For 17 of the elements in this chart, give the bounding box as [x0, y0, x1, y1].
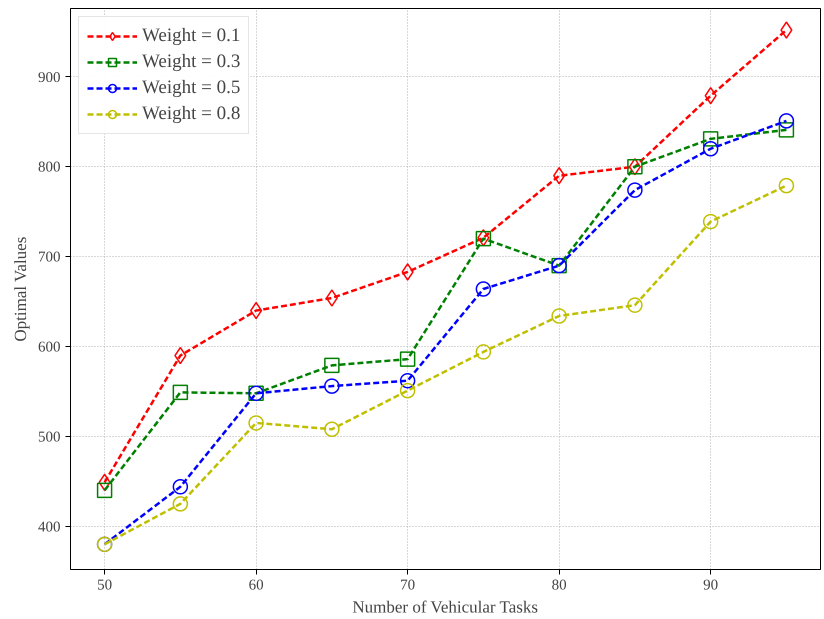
- x-tick-label: 70: [400, 578, 416, 594]
- x-tick-label: 50: [97, 578, 112, 594]
- y-tick-label: 400: [38, 519, 60, 536]
- legend-label: Weight = 0.1: [142, 25, 240, 47]
- x-tick-label: 60: [248, 578, 264, 594]
- y-axis-title: Optimal Values: [11, 236, 30, 342]
- x-axis-title: Number of Vehicular Tasks: [352, 598, 538, 616]
- legend-label: Weight = 0.8: [142, 103, 240, 125]
- y-tick-label: 600: [38, 340, 60, 356]
- y-tick-label: 500: [38, 429, 60, 446]
- y-tick-label: 900: [38, 70, 60, 86]
- y-tick-label: 700: [38, 250, 60, 266]
- x-tick-label: 80: [552, 578, 567, 594]
- y-tick-label: 800: [38, 160, 60, 176]
- legend-label: Weight = 0.5: [142, 77, 240, 99]
- x-tick-label: 90: [703, 578, 718, 594]
- legend-label: Weight = 0.3: [142, 51, 240, 73]
